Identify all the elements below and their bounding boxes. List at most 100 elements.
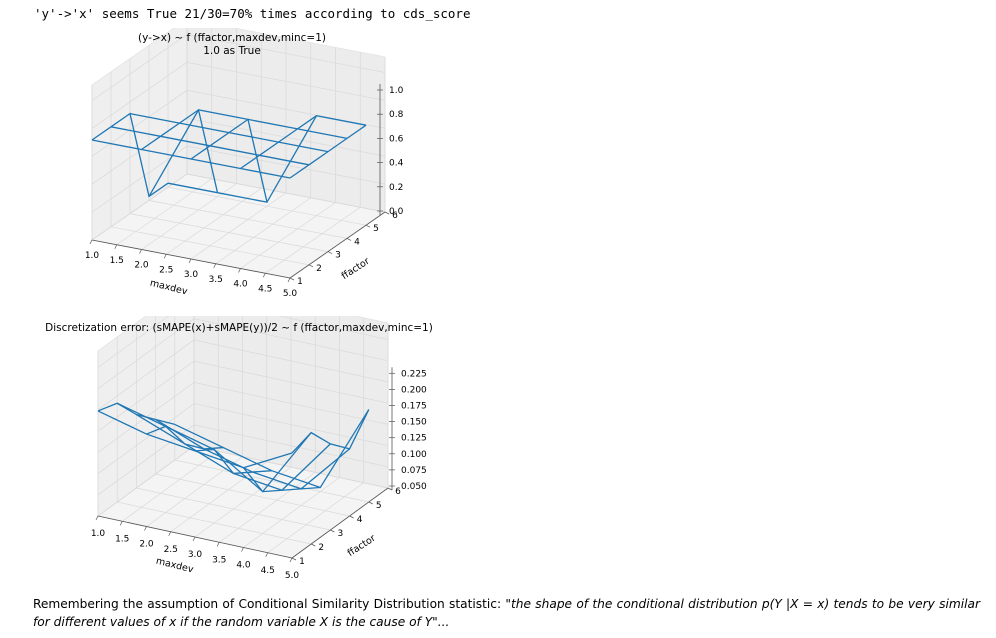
x-tick-mark [241, 547, 244, 552]
grid-line [97, 339, 389, 411]
z-tick-label: 0.100 [401, 450, 427, 460]
grid-line [190, 192, 287, 260]
x-tick-label: 3.0 [184, 270, 199, 280]
grid-line [167, 186, 367, 226]
wire-col-line [289, 124, 367, 179]
x-tick-mark [289, 557, 293, 563]
x-tick-label: 1.0 [91, 529, 106, 539]
x-tick-label: 5.0 [283, 289, 298, 299]
z-tick-label: 0.225 [401, 369, 427, 379]
y-axis-label: ffactor [340, 256, 372, 282]
grid-line [194, 466, 292, 538]
x-tick-mark [192, 536, 196, 542]
grid-line [110, 226, 310, 266]
grid-lines [91, 28, 386, 279]
z-tick-label: 0.4 [389, 159, 404, 169]
x-tick-mark [95, 515, 99, 521]
chart-title: Discretization error: (sMAPE(x)+sMAPE(y)… [45, 322, 433, 334]
x-tick-mark [188, 258, 192, 264]
z-tick-label: 0.150 [401, 418, 427, 428]
tick-labels: 1.0 1.5 2.0 2.5 3.0 3.5 4.0 4.5 5.0 1 2 3 4 5 60.0 0.2 0… [85, 86, 404, 299]
y-tick-label: 2 [316, 264, 322, 274]
grid-line [265, 206, 361, 274]
wire-col-line [141, 108, 219, 193]
x-tick-mark [119, 521, 123, 526]
grid-line [122, 450, 219, 522]
y-axis-line [291, 487, 389, 559]
grid-line [141, 183, 237, 250]
y-tick-mark [308, 264, 314, 268]
x-tick-label: 1.0 [85, 251, 100, 261]
grid-line [97, 316, 389, 368]
grid-line [267, 482, 364, 554]
x-tick-mark [216, 542, 220, 547]
y-axis-line [289, 211, 386, 279]
grid-line [97, 318, 389, 389]
grid-line [116, 178, 212, 246]
x-tick-label: 2.5 [159, 265, 173, 275]
footer-quote: "the shape of the conditional distributi… [33, 597, 980, 629]
y-tick-label: 2 [318, 543, 324, 553]
z-tick-label: 0.2 [389, 183, 403, 193]
wire-col-line [146, 425, 224, 450]
x-tick-mark [139, 249, 142, 254]
y-tick-label: 6 [395, 487, 401, 497]
x-tick-mark [213, 263, 217, 268]
grid-line [136, 487, 331, 531]
y-tick-label: 6 [392, 211, 398, 221]
axes-panes [96, 316, 390, 559]
x-tick-label: 3.0 [188, 550, 203, 560]
grid-line [129, 213, 329, 252]
x-tick-label: 4.0 [233, 280, 248, 290]
grid-line [97, 424, 389, 496]
grid-line [166, 187, 262, 255]
grid-line [148, 200, 348, 239]
y-tick-mark [346, 238, 352, 241]
x-tick-label: 3.5 [212, 555, 226, 565]
y-tick-mark [349, 515, 354, 519]
grid-line [117, 501, 312, 545]
z-tick-label: 0.6 [389, 134, 404, 144]
axes-panes [90, 28, 387, 279]
grid-line [219, 471, 316, 543]
header-line: 'y'->'x' seems True 21/30=70% times acco… [34, 6, 471, 21]
chart-title: (y->x) ~ f (ffactor,maxdev,minc=1) [138, 32, 326, 44]
surface-plot-2: 1.0 1.5 2.0 2.5 3.0 3.5 4.0 4.5 5.0 1 2 3 4 5 6 0.050 0.… [45, 316, 433, 581]
z-tick-label: 1.0 [389, 86, 404, 96]
grid-line [91, 145, 386, 213]
grid-line [91, 62, 386, 129]
x-tick-label: 1.5 [110, 256, 124, 266]
x-tick-label: 4.5 [258, 284, 272, 294]
wireframe-surface [91, 108, 367, 203]
y-tick-mark [327, 251, 333, 254]
tick-labels: 1.0 1.5 2.0 2.5 3.0 3.5 4.0 4.5 5.0 1 2 3 4 5 6 0.050 0.… [91, 369, 427, 581]
x-tick-mark [163, 254, 167, 259]
z-tick-label: 0.125 [401, 434, 427, 444]
x-tick-label: 1.5 [115, 534, 129, 544]
grid-line [146, 456, 243, 527]
grid-line [91, 173, 386, 241]
y-tick-mark [387, 487, 393, 491]
y-tick-mark [365, 224, 371, 228]
z-tick-label: 0.075 [401, 466, 427, 476]
grid-line [243, 477, 340, 548]
x-tick-mark [262, 273, 266, 278]
grid-line [91, 34, 386, 101]
wire-col-line [240, 115, 317, 170]
y-tick-label: 4 [357, 515, 363, 525]
chart-subtitle: 1.0 as True [203, 45, 261, 57]
footer-lead: Remembering the assumption of Conditiona… [33, 597, 506, 611]
grid-line [215, 197, 311, 265]
y-tick-label: 5 [373, 224, 379, 234]
y-tick-label: 3 [338, 529, 344, 539]
y-tick-label: 1 [299, 557, 305, 567]
y-tick-mark [330, 529, 335, 533]
y-tick-label: 4 [354, 237, 360, 247]
surface-plot-1: 1.0 1.5 2.0 2.5 3.0 3.5 4.0 4.5 5.0 1 2 3 4 5 60.0 0.2 0… [85, 28, 404, 299]
x-tick-label: 2.0 [134, 261, 149, 271]
x-tick-label: 2.0 [139, 540, 154, 550]
x-tick-label: 3.5 [209, 275, 223, 285]
wire-col-line [242, 467, 321, 493]
x-axis-label: maxdev [149, 278, 189, 298]
y-tick-mark [289, 277, 295, 281]
